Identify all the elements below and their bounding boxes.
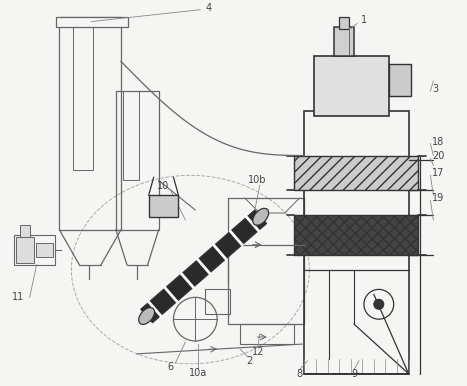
Text: 17: 17: [432, 168, 445, 178]
Bar: [304, 111, 409, 374]
Text: 4: 4: [205, 3, 212, 13]
Bar: [73, 17, 93, 170]
Text: 11: 11: [12, 292, 24, 302]
Text: 8: 8: [297, 369, 303, 379]
Ellipse shape: [253, 208, 269, 225]
Text: 10a: 10a: [189, 368, 207, 378]
Bar: [339, 17, 349, 29]
Bar: [295, 156, 418, 190]
Bar: [334, 27, 354, 56]
Polygon shape: [141, 210, 267, 323]
Bar: [295, 215, 418, 255]
Bar: [59, 17, 121, 230]
Ellipse shape: [139, 308, 155, 324]
Text: 20: 20: [432, 151, 445, 161]
Bar: [205, 290, 230, 314]
Bar: [123, 91, 139, 180]
Bar: [389, 64, 410, 96]
Text: 19: 19: [432, 193, 445, 203]
Text: 3: 3: [432, 84, 439, 94]
Bar: [35, 243, 54, 257]
Bar: [116, 91, 159, 230]
Bar: [16, 237, 34, 262]
Circle shape: [374, 299, 384, 309]
Bar: [20, 225, 30, 237]
Text: 10: 10: [156, 181, 169, 191]
Bar: [149, 195, 178, 217]
Text: 6: 6: [168, 362, 174, 372]
Text: 18: 18: [432, 137, 445, 147]
Bar: [228, 198, 304, 324]
Bar: [57, 17, 128, 27]
Text: 1: 1: [361, 15, 367, 25]
Text: 10b: 10b: [248, 175, 266, 185]
Bar: [240, 324, 295, 344]
Text: 9: 9: [351, 369, 357, 379]
Text: 12: 12: [252, 347, 264, 357]
Text: 2: 2: [247, 356, 253, 366]
Bar: [314, 56, 389, 116]
Bar: [14, 235, 56, 264]
